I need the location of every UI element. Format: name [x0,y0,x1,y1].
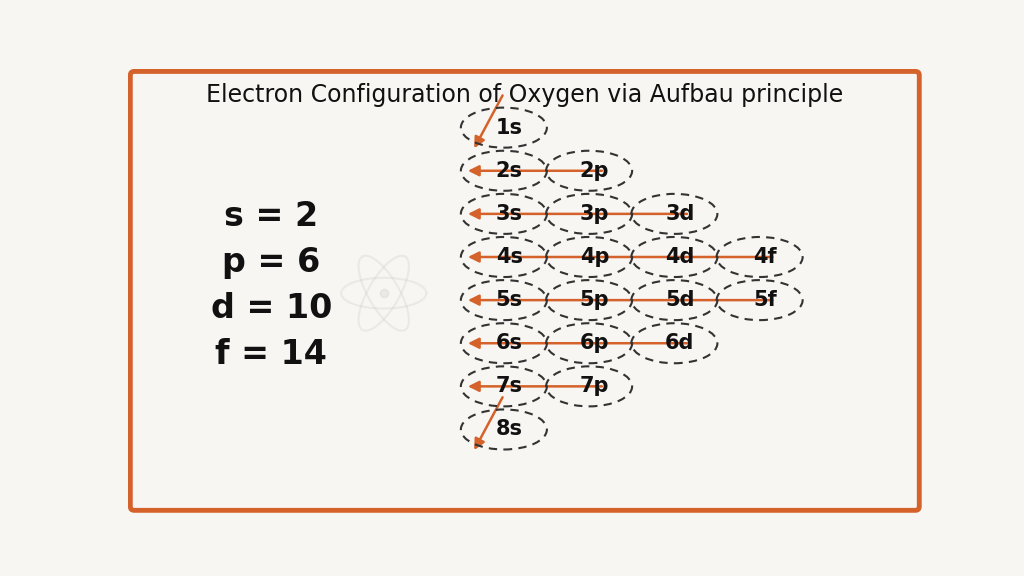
Text: 2p: 2p [580,161,609,181]
Text: 3d: 3d [666,204,694,224]
Text: 4p: 4p [580,247,609,267]
Text: Electron Configuration of Oxygen via Aufbau principle: Electron Configuration of Oxygen via Auf… [206,84,844,107]
Text: 3s: 3s [496,204,523,224]
Text: 2s: 2s [496,161,523,181]
Text: 5s: 5s [496,290,523,310]
Text: 6s: 6s [496,334,523,353]
Text: 1s: 1s [496,118,523,138]
Text: 3p: 3p [580,204,609,224]
Text: f = 14: f = 14 [215,338,328,372]
Text: 6d: 6d [666,334,694,353]
Text: 4d: 4d [666,247,694,267]
Text: 5p: 5p [580,290,609,310]
Text: 5d: 5d [665,290,694,310]
Text: 7s: 7s [496,376,523,396]
Text: s = 2: s = 2 [224,200,318,233]
Text: 4f: 4f [754,247,777,267]
Text: 8s: 8s [496,419,523,439]
Text: 7p: 7p [580,376,609,396]
Text: 6p: 6p [580,334,609,353]
Text: p = 6: p = 6 [222,246,321,279]
Text: 4s: 4s [496,247,523,267]
Text: 5f: 5f [754,290,777,310]
Text: d = 10: d = 10 [211,292,332,325]
